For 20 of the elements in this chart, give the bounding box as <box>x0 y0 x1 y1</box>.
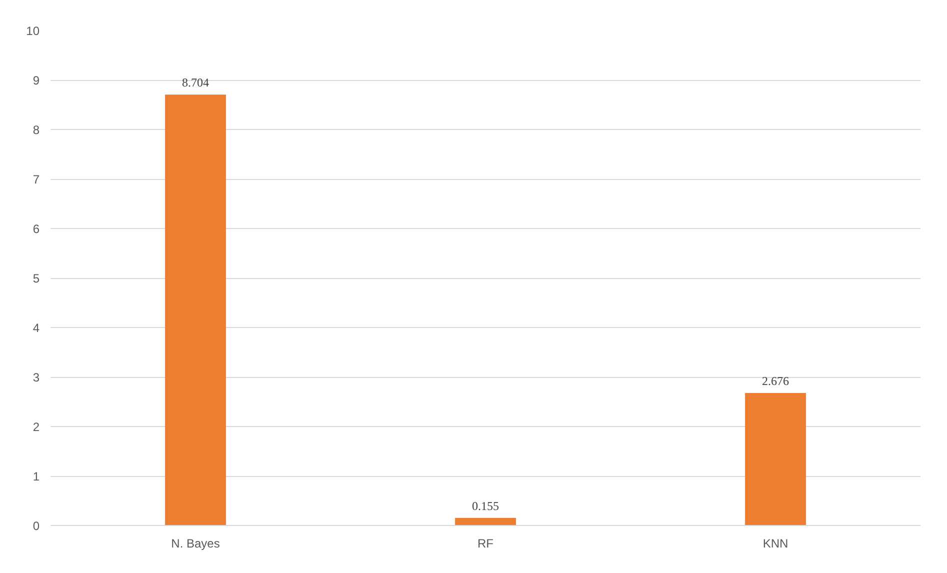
x-tick-label: KNN <box>762 536 788 550</box>
y-tick-label: 8 <box>32 123 40 137</box>
y-tick-label: 6 <box>32 222 40 236</box>
y-tick-label: 5 <box>32 272 40 286</box>
y-tick-label: 10 <box>26 24 40 38</box>
y-tick-label: 9 <box>32 74 40 88</box>
data-label: 0.155 <box>472 498 499 513</box>
data-label: 2.676 <box>762 374 789 388</box>
y-tick-label: 0 <box>32 519 40 533</box>
bar <box>165 94 226 526</box>
x-tick-label: N. Bayes <box>171 536 220 550</box>
bar <box>745 393 806 526</box>
y-tick-label: 7 <box>32 172 40 186</box>
bar <box>455 518 516 526</box>
x-tick-label: RF <box>478 536 494 550</box>
y-tick-label: 3 <box>32 370 40 384</box>
y-tick-label: 4 <box>32 321 40 335</box>
y-tick-label: 2 <box>32 420 40 434</box>
y-tick-label: 1 <box>32 470 40 484</box>
data-label: 8.704 <box>182 76 209 90</box>
